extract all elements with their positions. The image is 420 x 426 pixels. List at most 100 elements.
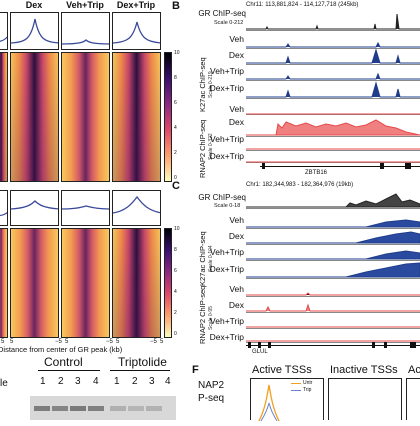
track-label-veh: Veh	[229, 215, 244, 225]
lane-number: 3	[149, 376, 155, 387]
gel-blot	[30, 396, 176, 420]
lane-number: 2	[132, 376, 138, 387]
x-tick: −5	[55, 339, 62, 345]
rnap2-track-dex	[246, 114, 420, 137]
k27ac-track-veh	[246, 212, 420, 229]
exon	[248, 342, 251, 348]
track-label-dex-trip: Dex+Trip	[209, 83, 244, 93]
rnap2-track-veh	[246, 102, 420, 115]
group-label-triptolide: Triptolide	[118, 355, 167, 369]
metaplot-active: Untr Trip	[250, 378, 324, 422]
scale-tick: 4	[174, 125, 177, 131]
scale-tick: 8	[174, 247, 177, 253]
exon	[380, 163, 384, 169]
gel-band	[146, 406, 162, 411]
gr-scale-label: Scale 0-18	[214, 203, 241, 209]
track-label-veh-trip: Veh+Trip	[210, 316, 244, 326]
rnap2-track-veh	[246, 282, 420, 297]
gene-name: ZBTB16	[305, 170, 328, 176]
legend-trip: Trip	[303, 387, 312, 393]
track-label-veh: Veh	[229, 104, 244, 114]
gene-model	[260, 166, 420, 167]
track-label-dex: Dex	[228, 50, 244, 60]
exon	[268, 342, 271, 348]
gr-track	[246, 13, 420, 31]
x-axis-label: Distance from center of GR peak (kb)	[0, 345, 123, 354]
track-label-veh-trip: Veh+Trip	[210, 66, 244, 76]
lane-axis-label: le	[0, 378, 8, 389]
scale-tick: 10	[174, 226, 180, 232]
col-title-dex: Dex	[25, 0, 43, 10]
y-axis-label: P-seq	[198, 393, 225, 404]
scale-tick: 4	[174, 289, 177, 295]
exon	[405, 163, 411, 169]
track-label-veh-trip: Veh+Trip	[210, 247, 244, 257]
gel-band	[128, 406, 144, 411]
legend-swatch-untr	[291, 383, 301, 384]
scale-tick: 2	[174, 310, 177, 316]
group-bracket	[38, 370, 100, 371]
lane-number: 4	[93, 376, 99, 387]
exon	[372, 342, 375, 348]
profile-plot	[10, 12, 59, 50]
color-scale	[164, 228, 172, 338]
coordinate-label: Chr1: 182,344,983 - 182,364,976 (19kb)	[246, 182, 354, 188]
gel-band	[34, 406, 50, 411]
plot-title-partial: Ac	[408, 364, 420, 376]
gel-band	[110, 406, 126, 411]
legend-swatch-trip	[291, 390, 301, 391]
heatmap-dex	[10, 52, 59, 182]
group-label-control: Control	[44, 355, 83, 369]
lane-number: 4	[165, 376, 171, 387]
track-label-veh-trip: Veh+Trip	[210, 134, 244, 144]
heatmap-dex	[10, 228, 59, 338]
heatmap	[0, 52, 8, 182]
exon	[258, 342, 261, 348]
lane-number: 2	[58, 376, 64, 387]
gr-chip-label: GR ChIP-seq	[198, 193, 246, 202]
rnap2-track-veh-trip	[246, 312, 420, 329]
heatmap	[0, 228, 8, 338]
k27ac-track-dex-trip	[246, 80, 420, 99]
panel-letter-f: F	[192, 364, 199, 376]
gr-track	[246, 192, 420, 209]
profile-plot	[0, 190, 8, 226]
track-label-veh: Veh	[229, 34, 244, 44]
k27ac-track-veh-trip	[246, 244, 420, 261]
panel-letter-c: C	[172, 180, 180, 192]
gene-name: GLUL	[252, 349, 268, 355]
x-tick: 5	[65, 339, 69, 345]
lane-number: 1	[40, 376, 46, 387]
scale-tick: 6	[174, 100, 177, 106]
profile-plot	[112, 12, 161, 50]
metaplot-inactive	[328, 378, 402, 420]
exon	[410, 342, 416, 348]
rnap2-track-dex-trip	[246, 328, 420, 343]
x-tick: 5	[160, 339, 164, 345]
y-axis-label: NAP2	[198, 380, 225, 391]
scale-tick: 0	[174, 331, 177, 337]
track-label-dex: Dex	[228, 300, 244, 310]
plot-title-active: Active TSSs	[252, 364, 312, 376]
track-label-dex-trip: Dex+Trip	[209, 332, 244, 342]
gel-band	[88, 406, 104, 411]
panel-letter-b: B	[172, 0, 180, 12]
profile-plot	[61, 190, 110, 226]
x-tick: 5	[116, 339, 120, 345]
exon	[262, 163, 265, 169]
profile-plot	[0, 12, 8, 50]
heatmap-veh-trip	[61, 228, 110, 338]
col-title-dex-trip: Dex+Trip	[116, 0, 156, 10]
lane-number: 1	[114, 376, 120, 387]
k27ac-track-dex-trip	[246, 260, 420, 279]
heatmap-dex-trip	[112, 52, 161, 182]
gr-chip-label: GR ChIP-seq	[198, 9, 246, 18]
gr-scale-label: Scale 0-212	[214, 20, 244, 26]
scale-tick: 0	[174, 175, 177, 181]
gene-model	[246, 345, 420, 346]
metaplot-partial	[406, 378, 420, 420]
heatmap-veh-trip	[61, 52, 110, 182]
col-title-veh-trip: Veh+Trip	[66, 0, 104, 10]
k27ac-track-veh-trip	[246, 64, 420, 81]
rnap2-track-dex-trip	[246, 150, 420, 163]
